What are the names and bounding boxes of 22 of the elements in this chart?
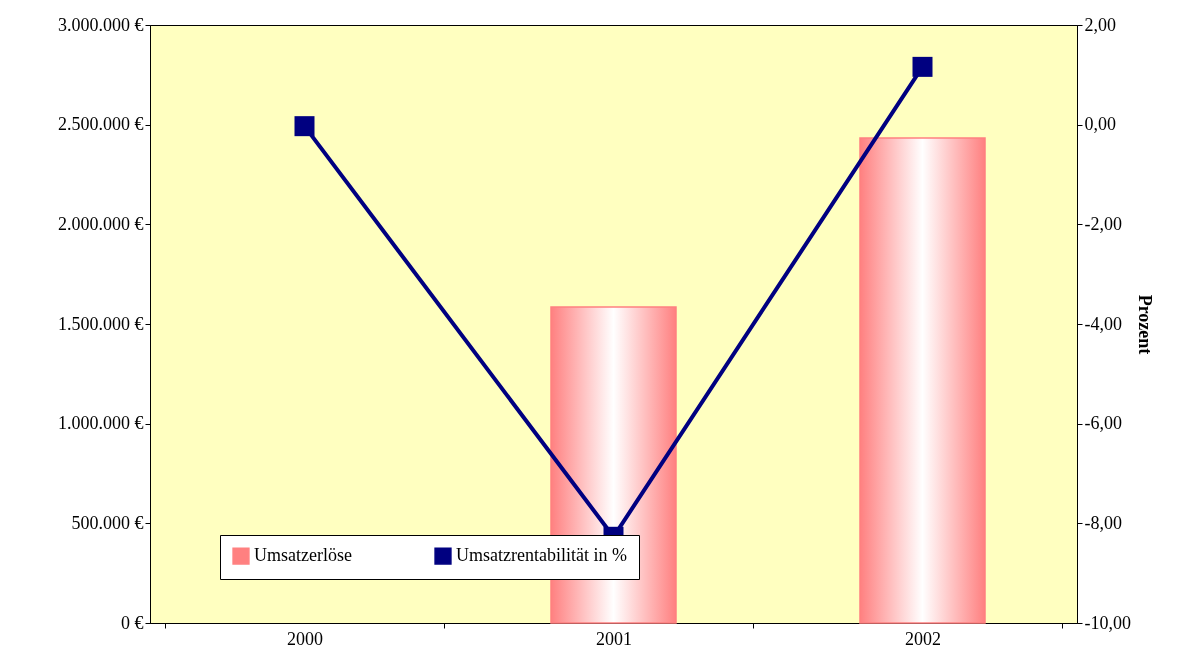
y-tick-label: 1.000.000 € bbox=[58, 413, 144, 434]
y-tick-label: 1.500.000 € bbox=[58, 313, 144, 334]
y2-tick-label: -4,00 bbox=[1084, 313, 1122, 334]
y2-tick-label: -2,00 bbox=[1084, 213, 1122, 234]
legend-label: Umsatzrentabilität in % bbox=[456, 545, 627, 566]
point bbox=[294, 116, 315, 137]
y-tick-label: 500.000 € bbox=[71, 512, 144, 533]
point bbox=[912, 56, 933, 77]
y2-tick-label: -8,00 bbox=[1084, 512, 1122, 533]
x-tick-label: 2001 bbox=[596, 628, 632, 649]
y2-tick-label: -10,00 bbox=[1084, 612, 1131, 633]
y2-tick-label: -6,00 bbox=[1084, 413, 1122, 434]
y2-axis-title: Prozent bbox=[1134, 294, 1155, 355]
y2-tick-label: 2,00 bbox=[1084, 14, 1116, 35]
legend-label: Umsatzerlöse bbox=[254, 545, 352, 566]
x-tick-label: 2000 bbox=[287, 628, 323, 649]
y-tick-label: 3.000.000 € bbox=[58, 14, 144, 35]
x-tick-label: 2002 bbox=[905, 628, 941, 649]
y-tick-label: 2.500.000 € bbox=[58, 114, 144, 135]
y2-tick-label: 0,00 bbox=[1084, 114, 1116, 135]
y-tick-label: 2.000.000 € bbox=[58, 213, 144, 234]
y-tick-label: 0 € bbox=[121, 612, 144, 633]
